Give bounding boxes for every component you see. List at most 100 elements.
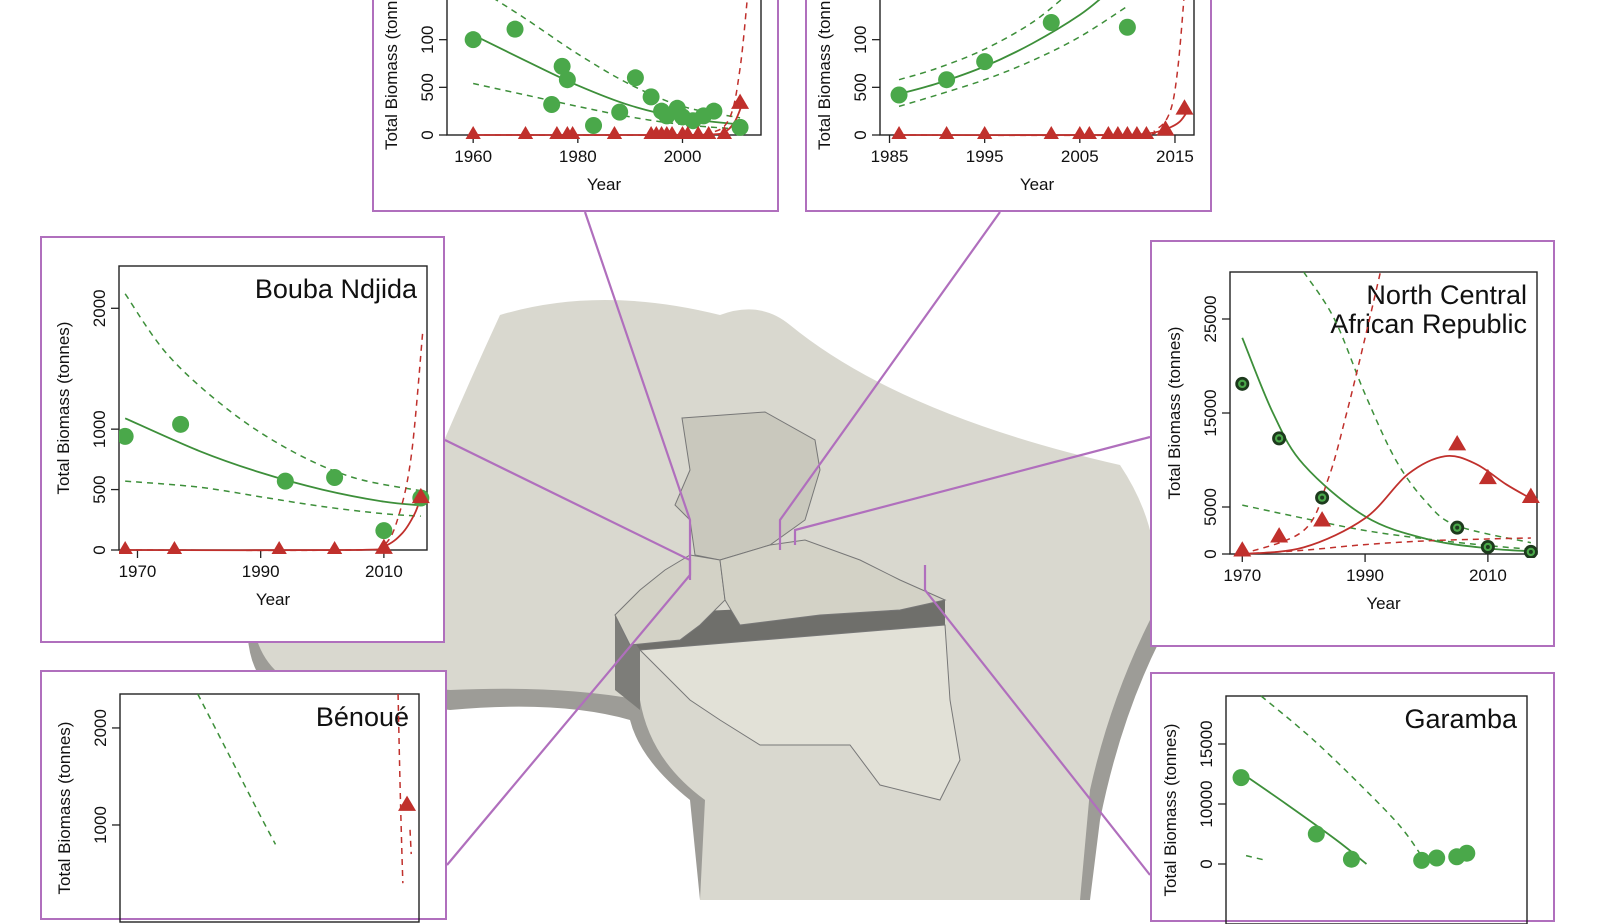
chart-svg: 0 500 1000 2000 1970 1990 2010 Year Total Biomas… xyxy=(54,265,430,609)
elephant-ci-line xyxy=(898,0,1062,81)
leader-line-p2 xyxy=(778,211,1001,550)
carcass-ci-line xyxy=(125,332,424,552)
carcass-fit-line xyxy=(1242,454,1532,555)
chart-title-line: Garamba xyxy=(1404,704,1518,734)
y-tick-label: 1000 xyxy=(90,410,109,448)
y-tick-label: 2000 xyxy=(91,709,110,747)
leader-line-p3 xyxy=(444,439,692,580)
carcass-fit-line xyxy=(125,496,422,552)
carcass-point xyxy=(1478,468,1497,485)
carcass-ci-line xyxy=(409,829,412,855)
chart-marks xyxy=(890,0,1194,139)
carcass-point xyxy=(606,126,623,139)
elephant-fit-line xyxy=(898,0,1101,95)
y-axis-title: Total Biomass (tonnes) xyxy=(1165,327,1184,500)
x-tick-label: 1970 xyxy=(119,562,157,581)
carcass-point xyxy=(517,126,534,139)
x-tick-label: 1990 xyxy=(1346,566,1384,585)
elephant-point xyxy=(1118,18,1136,36)
y-axis-title: Total Biomass (tonnes) xyxy=(55,722,74,895)
elephant-point-center xyxy=(1320,495,1325,500)
elephant-point xyxy=(326,468,344,486)
x-tick-label: 2015 xyxy=(1156,147,1194,166)
carcass-point xyxy=(1270,527,1289,543)
map-country-drc xyxy=(638,624,961,801)
y-axis-title: Total Biomass (tonnes) xyxy=(382,0,401,150)
leader-lines xyxy=(444,211,1151,876)
map-region-side-left xyxy=(615,615,640,710)
chart-marks xyxy=(1232,695,1476,869)
x-tick-label: 1990 xyxy=(242,562,280,581)
y-tick-label: 1000 xyxy=(91,806,110,844)
elephant-ci-line xyxy=(124,293,421,492)
y-tick-label: 500 xyxy=(851,73,870,101)
elephant-point xyxy=(464,31,482,49)
y-tick-label: 10000 xyxy=(1197,780,1216,827)
carcass-point xyxy=(564,126,581,139)
chart-title-line: African Republic xyxy=(1330,309,1527,339)
chart-marks xyxy=(1233,271,1540,558)
plot-frame xyxy=(118,265,428,551)
y-tick-label: 0 xyxy=(1197,859,1216,868)
x-tick-label: 2000 xyxy=(664,147,702,166)
y-tick-label: 15000 xyxy=(1201,389,1220,436)
elephant-point xyxy=(626,69,644,87)
y-tick-label: 2000 xyxy=(90,289,109,327)
elephant-point xyxy=(553,57,571,75)
chart-title-line: Bouba Ndjida xyxy=(255,274,418,304)
y-tick-label: 0 xyxy=(851,130,870,139)
elephant-point xyxy=(890,86,908,104)
carcass-point xyxy=(271,541,287,554)
carcass-point xyxy=(716,126,733,139)
carcass-point xyxy=(374,538,393,554)
y-tick-label: 0 xyxy=(1201,549,1220,558)
carcass-ci-line xyxy=(473,0,748,136)
elephant-point-center xyxy=(1240,381,1245,386)
elephant-fit-line xyxy=(124,417,421,507)
carcass-point xyxy=(1043,126,1059,139)
y-tick-label: 0 xyxy=(418,130,437,139)
elephant-point xyxy=(543,95,561,113)
chart-svg: 0 500 100 1960 1980 2000 Year Total Biomass (to… xyxy=(382,0,762,194)
elephant-point xyxy=(1342,850,1360,868)
carcass-point xyxy=(1156,120,1175,136)
elephant-ci-line xyxy=(125,480,421,517)
x-axis-title: Year xyxy=(587,175,622,194)
africa-relief-map xyxy=(247,300,1165,900)
x-tick-label: 2010 xyxy=(1469,566,1507,585)
y-tick-label: 500 xyxy=(418,73,437,101)
carcass-point xyxy=(1448,435,1467,451)
chart-panel-bouba-ndjida: 0 500 1000 2000 1970 1990 2010 Year Total Biomas… xyxy=(40,236,445,643)
y-tick-label: 500 xyxy=(90,475,109,503)
leader-line-p6 xyxy=(923,565,1151,876)
carcass-point xyxy=(119,541,133,554)
x-tick-label: 1995 xyxy=(966,147,1004,166)
carcass-point xyxy=(1521,487,1540,503)
chart-panel-benoue: 1000 2000 Total Biomass (tonnes) Bénoué xyxy=(40,670,447,923)
elephant-point xyxy=(172,415,190,433)
elephant-ci-line xyxy=(494,0,741,119)
chart-svg: 1000 2000 Total Biomass (tonnes) Bénoué xyxy=(55,693,420,923)
y-tick-label: 25000 xyxy=(1201,295,1220,342)
chart-marks xyxy=(119,293,430,554)
leader-line-p5 xyxy=(446,560,692,866)
elephant-point xyxy=(938,71,956,89)
carcass-point xyxy=(465,126,481,139)
y-tick-label: 0 xyxy=(90,545,109,554)
carcass-point xyxy=(411,487,430,504)
elephant-ci-line xyxy=(1245,854,1267,862)
elephant-point xyxy=(1232,769,1250,787)
carcass-ci-line xyxy=(1242,537,1531,555)
elephant-point xyxy=(1428,849,1446,867)
carcass-point xyxy=(664,126,680,139)
elephant-ci-line xyxy=(898,5,1128,108)
carcass-point xyxy=(549,126,565,139)
chart-panel-garamba: 0 10000 15000 Total Biomass (tonnes) Garamba xyxy=(1150,672,1555,924)
leader-line-p1 xyxy=(583,211,692,560)
y-tick-label: 100 xyxy=(851,25,870,53)
carcass-point xyxy=(326,541,343,554)
elephant-point xyxy=(276,472,294,490)
elephant-point-center xyxy=(1528,549,1533,554)
y-tick-label: 5000 xyxy=(1201,488,1220,526)
chart-svg: 0 10000 15000 Total Biomass (tonnes) Garamba xyxy=(1161,695,1528,924)
